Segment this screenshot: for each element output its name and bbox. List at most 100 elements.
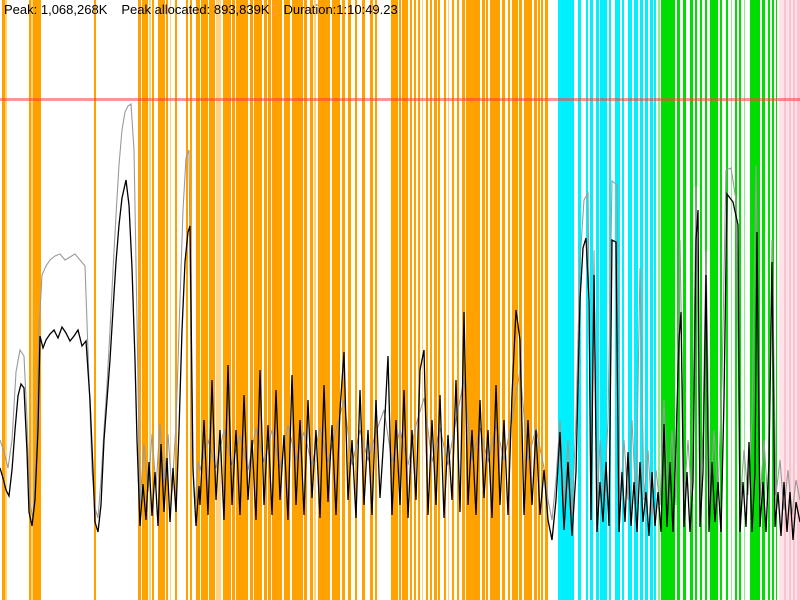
event-band-orangeLight [314,0,316,600]
event-band-orange [186,0,188,600]
event-band-orange [232,0,235,600]
peak-reserved-trace [0,103,800,521]
event-band-orange [414,0,416,600]
event-band-orangeLight [216,0,221,600]
event-band-orange [94,0,96,600]
event-band-cyan [650,0,653,600]
event-band-orange [444,0,446,600]
event-band-orange [541,0,543,600]
event-band-orange [196,0,200,600]
event-band-orange [355,0,357,600]
event-band-orange [292,0,303,600]
event-band-orange [462,0,465,600]
event-band-greenLight [731,0,732,600]
event-band-green [683,0,686,600]
event-band-orange [2,0,5,600]
event-band-orange [502,0,505,600]
event-band-orange [166,0,168,600]
event-band-orangeLight [422,0,423,600]
event-band-orange [402,0,408,600]
event-band-green [726,0,728,600]
event-band-orange [264,0,267,600]
event-band-orange [457,0,459,600]
event-band-orangeLight [31,0,33,600]
event-band-orange [519,0,522,600]
event-band-orange [272,0,282,600]
allocated-trace [0,179,800,541]
event-band-orange [524,0,532,600]
event-band-orangeLight [5,0,7,600]
event-band-orange [284,0,290,600]
event-band-orange [142,0,148,600]
event-band-orange [438,0,440,600]
event-band-orange [268,0,271,600]
event-band-orange [152,0,154,600]
event-band-orange [508,0,510,600]
duration-label: Duration:1:10:49.23 [283,2,398,17]
event-band-orange [399,0,401,600]
event-band-orangeLight [149,0,151,600]
event-band-orange [426,0,428,600]
event-band-green [768,0,770,600]
event-band-pink [793,0,795,600]
event-band-orange [209,0,215,600]
event-band-cyan [600,0,607,600]
event-band-green [700,0,702,600]
event-band-orangeLight [448,0,449,600]
event-band-orange [410,0,412,600]
event-band-orange [36,0,41,600]
event-band-orange [158,0,165,600]
event-band-orange [430,0,432,600]
event-band-cyan [645,0,648,600]
event-band-orange [250,0,253,600]
event-band-green [739,0,741,600]
event-band-cyan [615,0,620,600]
event-band-cyan [558,0,574,600]
event-band-orange [482,0,485,600]
event-band-green [750,0,760,600]
event-band-orange [348,0,351,600]
event-band-orange [375,0,377,600]
peak-memory-line [0,98,800,101]
event-band-orange [452,0,454,600]
event-band-pink [784,0,786,600]
event-band-orange [434,0,437,600]
event-band-orange [538,0,540,600]
event-band-green [776,0,777,600]
event-band-cyan [634,0,638,600]
event-band-cyan [586,0,588,600]
event-band-green [690,0,693,600]
event-band-green [695,0,697,600]
event-band-orange [201,0,208,600]
event-band-orange [370,0,373,600]
event-band-orange [362,0,365,600]
event-band-green [762,0,765,600]
event-band-cyan [640,0,643,600]
event-band-orange [304,0,307,600]
event-band-green [710,0,718,600]
event-band-cyan [628,0,632,600]
event-band-cyan [590,0,593,600]
event-band-orange [545,0,548,600]
event-band-greenLight [744,0,745,600]
event-band-pink [789,0,791,600]
event-band-green [735,0,737,600]
event-band-orange [486,0,488,600]
event-band-orange [138,0,141,600]
peak-memory-label: Peak: 1,068,268K [4,2,108,17]
event-band-orange [332,0,340,600]
event-band-orange [342,0,345,600]
event-band-orange [310,0,313,600]
event-band-orangeLight [170,0,171,600]
status-bar: Peak: 1,068,268K Peak allocated: 893,839… [4,2,398,18]
event-band-orange [512,0,518,600]
event-band-cyan [654,0,656,600]
event-band-cyan [596,0,599,600]
event-band-pink [797,0,800,600]
event-band-green [677,0,680,600]
event-band-greenLight [658,0,660,600]
event-band-orange [490,0,500,600]
event-band-orange [175,0,177,600]
